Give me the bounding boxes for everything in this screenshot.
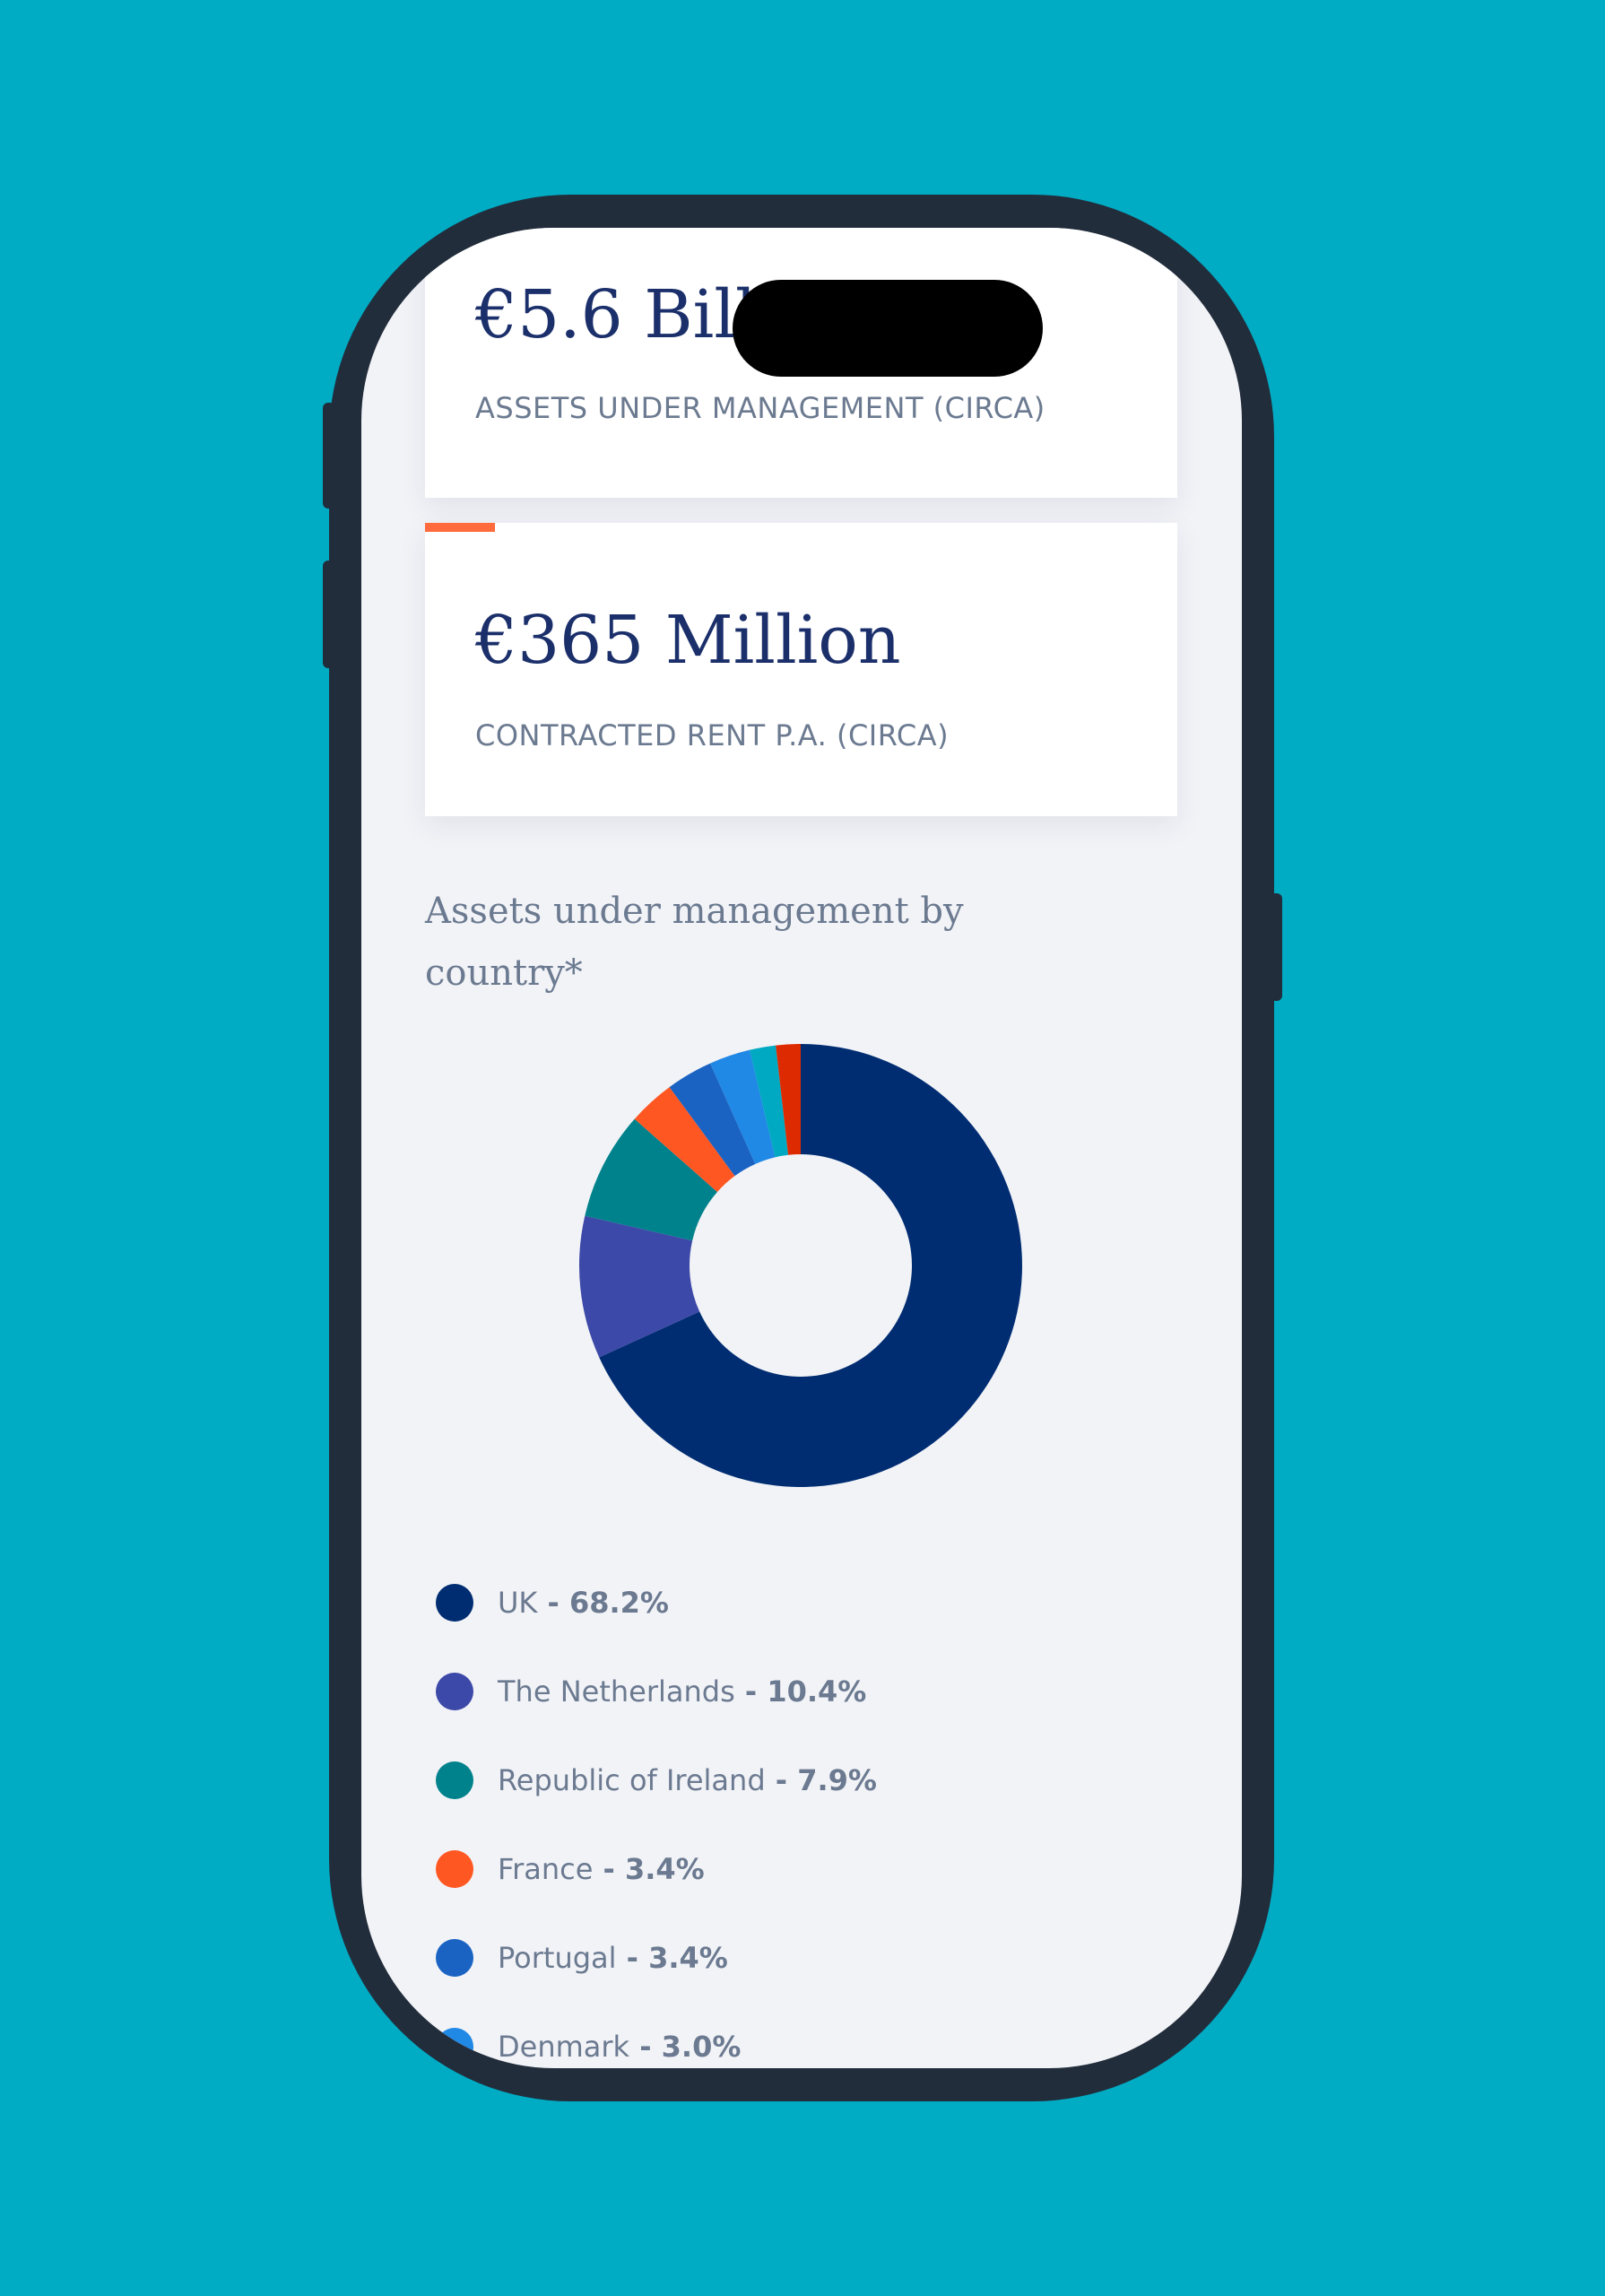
legend-separator: -: [734, 1674, 768, 1709]
legend-separator: -: [765, 1763, 798, 1797]
legend-label: Portugal: [498, 1941, 617, 1975]
legend-label: The Netherlands: [498, 1674, 735, 1709]
donut-slice-the-netherlands: [579, 1215, 700, 1358]
legend-label: France: [498, 1852, 594, 1886]
legend-separator: -: [537, 1586, 569, 1620]
legend-dot-icon: [436, 1673, 473, 1710]
legend-item: Portugal - 3.4%: [436, 1935, 728, 1980]
legend-item: UK - 68.2%: [436, 1580, 669, 1625]
legend-item: The Netherlands - 10.4%: [436, 1669, 866, 1714]
chart-title: Assets under management by country*: [425, 891, 964, 994]
dynamic-island: [733, 280, 1043, 377]
legend-dot-icon: [436, 1939, 473, 1977]
power-button: [1270, 893, 1282, 1001]
legend-value: 3.0%: [661, 2030, 742, 2064]
donut-slice-other-7: [776, 1044, 801, 1155]
stat-value: €365 Million: [475, 602, 901, 679]
legend-dot-icon: [436, 2028, 473, 2066]
legend-separator: -: [629, 2030, 662, 2064]
legend-value: 7.9%: [797, 1763, 877, 1797]
legend-label: Republic of Ireland: [498, 1763, 766, 1797]
legend-label: UK: [498, 1586, 538, 1620]
legend-value: 3.4%: [624, 1852, 705, 1886]
stat-card-rent: €365 Million CONTRACTED RENT P.A. (CIRCA…: [425, 523, 1177, 816]
volume-up-button: [323, 403, 335, 509]
donut-slice-republic-of-ireland: [585, 1118, 717, 1241]
stat-label: CONTRACTED RENT P.A. (CIRCA): [475, 718, 950, 752]
donut-slice-other-6: [750, 1045, 789, 1158]
donut-slice-france: [634, 1087, 735, 1192]
legend-item: Republic of Ireland - 7.9%: [436, 1758, 877, 1803]
legend-item: Denmark - 3.0%: [436, 2024, 741, 2068]
volume-down-button: [323, 561, 335, 668]
donut-slice-uk: [599, 1044, 1022, 1488]
donut-slice-portugal: [669, 1063, 756, 1177]
legend-dot-icon: [436, 1584, 473, 1622]
legend-value: 10.4%: [767, 1674, 867, 1709]
phone-screen: €5.6 Billion ASSETS UNDER MANAGEMENT (CI…: [361, 228, 1242, 2068]
legend-value: 68.2%: [568, 1586, 669, 1620]
legend-separator: -: [593, 1852, 625, 1886]
legend-separator: -: [616, 1941, 649, 1975]
stat-label: ASSETS UNDER MANAGEMENT (CIRCA): [475, 391, 1045, 425]
donut-chart: [579, 1044, 1022, 1488]
legend-value: 3.4%: [648, 1941, 728, 1975]
legend-dot-icon: [436, 1761, 473, 1799]
legend-dot-icon: [436, 1850, 473, 1888]
legend-item: France - 3.4%: [436, 1847, 705, 1892]
donut-slice-denmark: [710, 1049, 776, 1164]
accent-bar: [425, 523, 495, 532]
legend-label: Denmark: [498, 2030, 630, 2064]
